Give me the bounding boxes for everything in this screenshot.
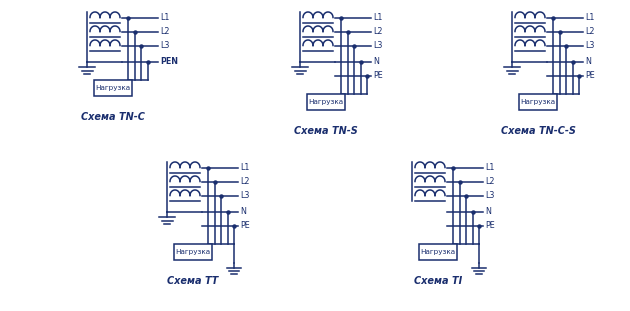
Text: L3: L3 [160,41,169,50]
Text: PE: PE [585,72,595,81]
Text: N: N [373,58,379,67]
Text: Нагрузка: Нагрузка [95,85,130,91]
Text: N: N [485,207,491,216]
Text: PE: PE [373,72,383,81]
Text: L3: L3 [485,191,495,200]
Text: L3: L3 [585,41,594,50]
Text: L3: L3 [373,41,382,50]
Text: Нагрузка: Нагрузка [420,249,455,255]
Text: L1: L1 [585,13,594,22]
Text: L2: L2 [485,177,495,186]
Text: PE: PE [485,221,495,230]
Bar [419,244,457,260]
Text: PEN: PEN [160,58,178,67]
Text: Схема TN-C-S: Схема TN-C-S [501,126,575,136]
Bar [174,244,212,260]
Text: L3: L3 [240,191,249,200]
Text: N: N [240,207,246,216]
Text: Нагрузка: Нагрузка [175,249,210,255]
Bar [519,94,557,110]
Text: Схема TN-S: Схема TN-S [294,126,358,136]
Text: L2: L2 [373,27,382,36]
Text: N: N [585,58,591,67]
Text: L1: L1 [240,163,249,172]
Text: L1: L1 [373,13,382,22]
Text: L2: L2 [160,27,169,36]
Text: L1: L1 [160,13,169,22]
Bar [307,94,345,110]
Bar [94,80,132,96]
Text: Схема TI: Схема TI [414,276,462,286]
Text: L2: L2 [240,177,249,186]
Text: Нагрузка: Нагрузка [520,99,556,105]
Text: Нагрузка: Нагрузка [309,99,343,105]
Text: Схема TN-C: Схема TN-C [81,112,145,122]
Text: PE: PE [240,221,249,230]
Text: Схема ТТ: Схема ТТ [168,276,219,286]
Text: L1: L1 [485,163,495,172]
Text: L2: L2 [585,27,595,36]
